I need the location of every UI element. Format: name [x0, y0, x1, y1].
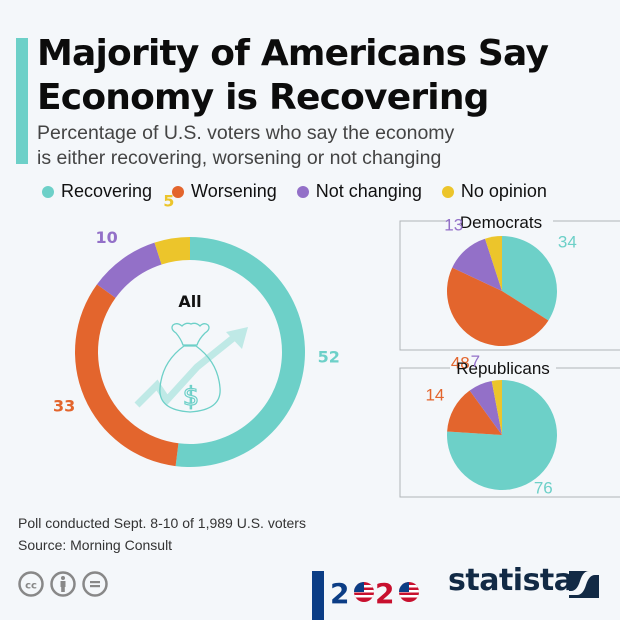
title-accent-bar: [16, 38, 28, 164]
data-label-not-changing: 10: [96, 228, 118, 247]
statista-logo-icon[interactable]: [569, 571, 599, 598]
svg-text:$: $: [183, 382, 200, 412]
data-label-not-changing: 7: [471, 352, 480, 371]
legend-swatch-no-opinion: [441, 185, 454, 198]
slice-recovering: [447, 380, 557, 490]
slice-recovering: [175, 237, 305, 467]
statista-logo-text[interactable]: statista: [448, 563, 574, 598]
data-label-not-changing: 13: [444, 215, 463, 234]
notes: Poll conducted Sept. 8-10 of 1,989 U.S. …: [18, 512, 306, 556]
no-derivatives-icon[interactable]: [82, 571, 108, 597]
money-bag-growth-icon: $: [134, 322, 248, 413]
legend-label: Recovering: [61, 181, 153, 201]
slice-recovering: [502, 236, 557, 321]
democrats-panel: Democrats 34 48 13: [399, 213, 620, 372]
data-label-recovering: 34: [558, 232, 577, 251]
legend-swatch-not-changing: [296, 185, 309, 198]
slice-no-opinion: [491, 380, 502, 435]
legend-swatch-recovering: [42, 185, 54, 198]
chart-title: Majority of Americans Say Economy is Rec…: [37, 32, 549, 120]
pie-chart-democrats: 34 48 13: [444, 215, 577, 372]
logo-digit-2b: 2: [375, 577, 394, 610]
legend-item-recovering: Recovering: [42, 181, 152, 202]
slice-no-opinion: [485, 236, 502, 291]
legend-label: No opinion: [460, 181, 547, 201]
title-line-1: Majority of Americans Say: [37, 33, 549, 74]
legend: Recovering Worsening Not changing No opi…: [42, 181, 547, 202]
democrats-title: Democrats: [460, 213, 542, 232]
attribution-icon[interactable]: [50, 571, 76, 597]
donut-center-label: All: [178, 292, 201, 311]
slice-no-opinion: [154, 237, 190, 265]
chart-subtitle: Percentage of U.S. voters who say the ec…: [37, 121, 454, 171]
legend-item-not-changing: Not changing: [296, 181, 422, 202]
pie-chart-republicans: 76 14 7: [425, 352, 557, 497]
flag-zero-icon: [354, 582, 374, 602]
svg-text:cc: cc: [25, 581, 37, 592]
title-line-2: Economy is Recovering: [37, 77, 489, 118]
legend-label: Worsening: [191, 181, 277, 201]
legend-item-worsening: Worsening: [172, 181, 277, 202]
poll-note: Poll conducted Sept. 8-10 of 1,989 U.S. …: [18, 515, 306, 531]
slice-not-changing: [452, 238, 502, 291]
data-label-recovering: 52: [318, 347, 340, 366]
subtitle-line-2: is either recovering, worsening or not c…: [37, 147, 442, 169]
data-label-worsening: 48: [451, 353, 470, 372]
legend-swatch-worsening: [172, 185, 185, 198]
flag-zero-icon: [399, 582, 419, 602]
logo-digit-2a: 2: [330, 577, 349, 610]
source-note: Source: Morning Consult: [18, 537, 173, 553]
legend-item-no-opinion: No opinion: [441, 181, 547, 202]
legend-label: Not changing: [315, 181, 422, 201]
slice-not-changing: [469, 380, 502, 435]
republicans-title: Republicans: [456, 359, 550, 378]
data-label-worsening: 33: [53, 397, 75, 416]
data-label-recovering: 76: [534, 478, 553, 497]
slice-worsening: [447, 390, 502, 435]
data-label-worsening: 14: [425, 385, 444, 404]
slice-not-changing: [96, 242, 162, 298]
data-label-no-opinion: 5: [163, 192, 174, 211]
cc-icon[interactable]: cc: [18, 571, 44, 597]
slice-worsening: [75, 284, 179, 467]
donut-chart-all: 52 33 10 5: [53, 192, 340, 467]
license-icons: cc: [18, 571, 108, 597]
slice-worsening: [447, 267, 549, 346]
election-2020-logo: 2 2: [312, 571, 419, 620]
subtitle-line-1: Percentage of U.S. voters who say the ec…: [37, 122, 455, 144]
republicans-panel: Republicans 76 14 7: [399, 352, 620, 498]
